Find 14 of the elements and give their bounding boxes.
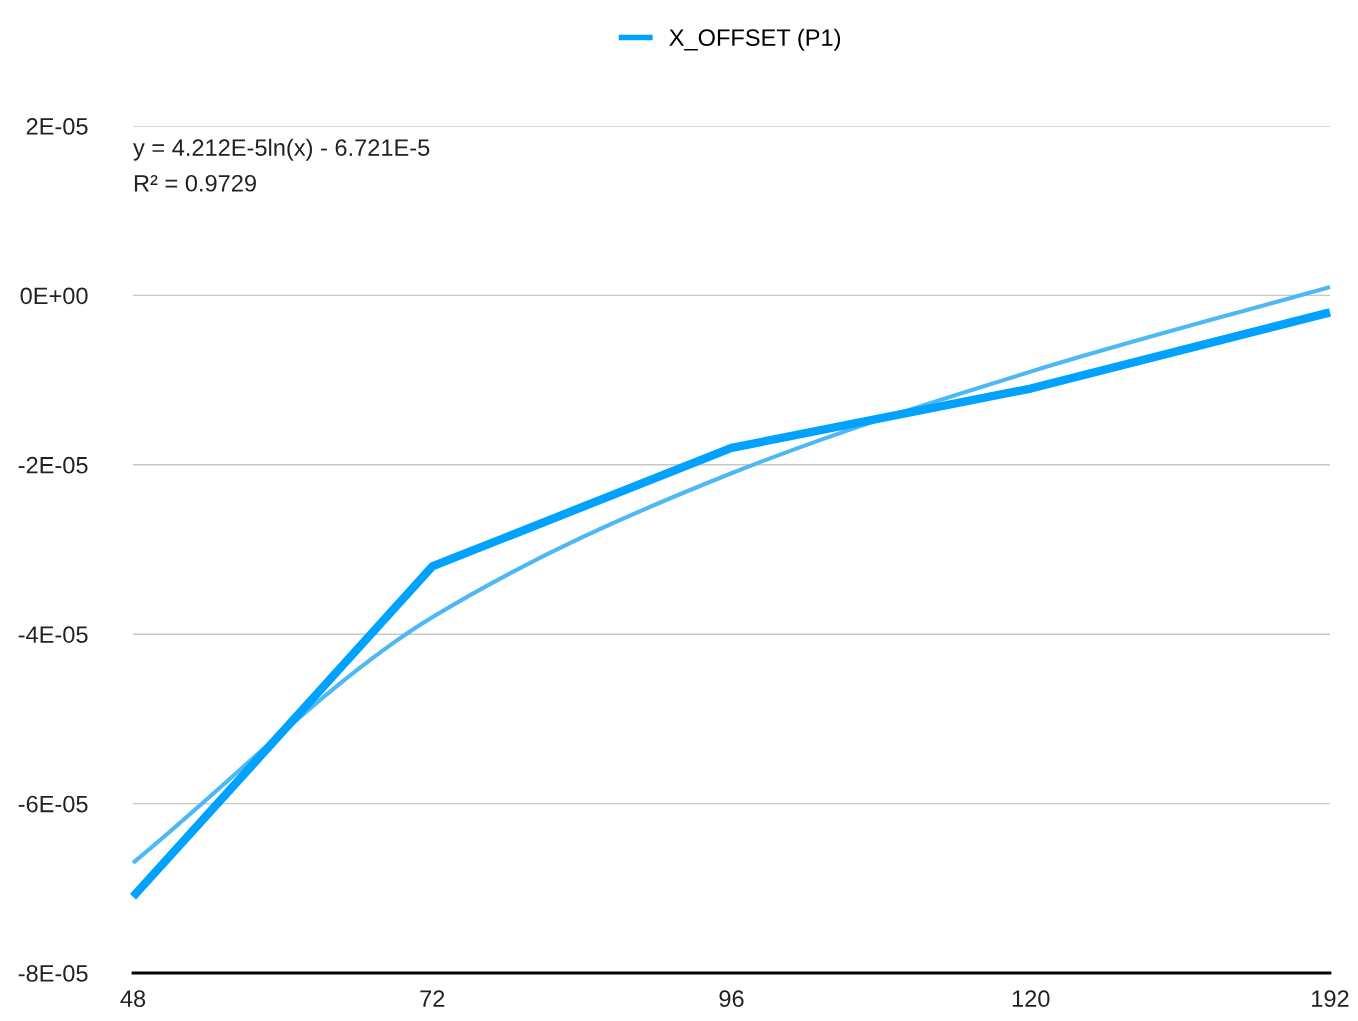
y-tick-label: -4E-05	[18, 626, 88, 643]
annotation: y = 4.212E-5ln(x) - 6.721E-5	[133, 138, 430, 161]
y-tick-label: -8E-05	[18, 965, 88, 982]
x-tick-label: 72	[420, 990, 445, 1007]
y-tick-label: -2E-05	[18, 456, 88, 474]
x-tick-label: 96	[719, 990, 744, 1008]
x-tick-label: 120	[1012, 990, 1050, 1008]
x-tick-label: 192	[1312, 990, 1349, 1008]
y-tick-label: 0E+00	[20, 287, 88, 305]
annotation: R² = 0.9729	[134, 174, 256, 192]
y-tick-label: 2E-05	[26, 118, 88, 135]
x-tick-label: 48	[120, 990, 146, 1008]
legend-label: X_OFFSET (P1)	[669, 28, 841, 51]
y-tick-label: -6E-05	[18, 795, 88, 813]
